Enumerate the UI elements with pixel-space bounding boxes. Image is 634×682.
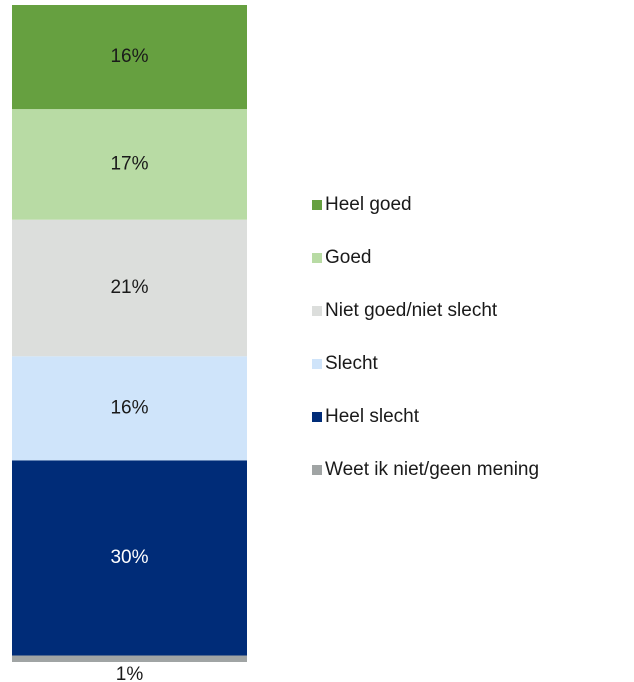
legend-label: Slecht	[325, 353, 379, 374]
legend-swatch	[312, 306, 322, 316]
legend-swatch	[312, 359, 322, 369]
data-label: 21%	[110, 277, 148, 298]
legend-label: Niet goed/niet slecht	[325, 300, 498, 321]
legend-swatch	[312, 412, 322, 422]
legend-label: Weet ik niet/geen mening	[325, 459, 539, 480]
bar-segment	[12, 109, 247, 220]
data-label: 16%	[110, 397, 148, 418]
bar-segment	[12, 655, 247, 662]
bar-segment	[12, 356, 247, 461]
legend-swatch	[312, 200, 322, 210]
bar-segment	[12, 5, 247, 110]
data-label: 1%	[116, 664, 144, 682]
legend-label: Heel slecht	[325, 406, 420, 427]
data-label: 17%	[110, 153, 148, 174]
bar-segment	[12, 460, 247, 656]
legend-label: Heel goed	[325, 194, 412, 215]
legend-swatch	[312, 253, 322, 263]
bar-segment	[12, 219, 247, 357]
legend-label: Goed	[325, 247, 371, 268]
legend-swatch	[312, 465, 322, 475]
data-label: 16%	[110, 46, 148, 67]
data-label: 30%	[110, 547, 148, 568]
